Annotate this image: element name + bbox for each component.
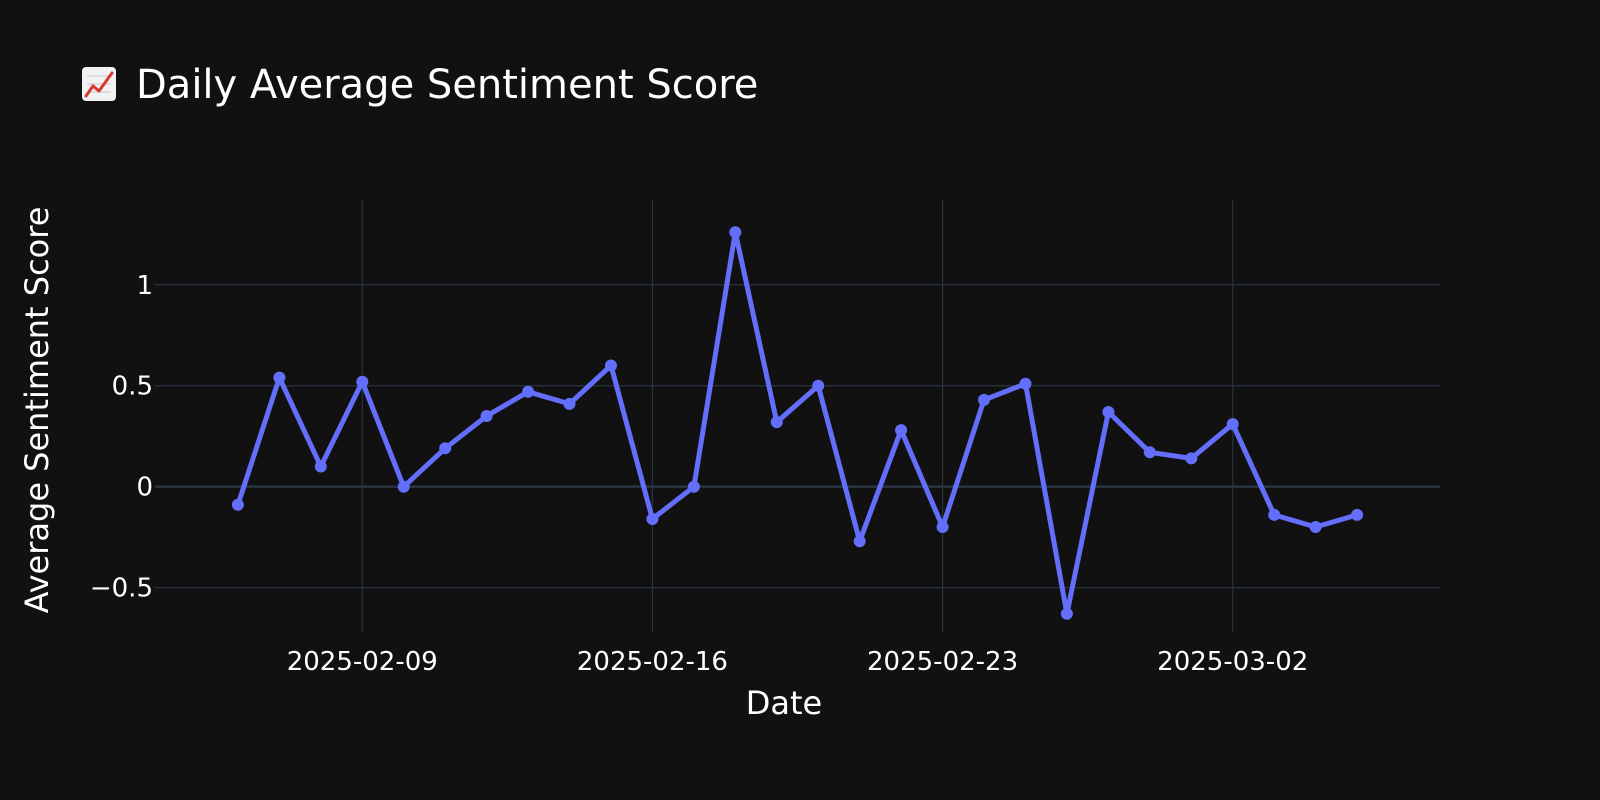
data-point [605, 359, 617, 372]
chart-title-group: Daily Average Sentiment Score [82, 62, 758, 108]
data-point [273, 371, 286, 384]
data-point [1060, 607, 1073, 620]
data-point [231, 498, 244, 511]
data-point [895, 424, 908, 437]
x-tick-label: 2025-03-02 [1157, 647, 1308, 677]
y-tick-label: −0.5 [90, 574, 153, 604]
series-line [235, 229, 1360, 617]
data-point [1143, 446, 1156, 459]
data-point [770, 416, 783, 429]
data-point [853, 535, 866, 548]
data-point [356, 375, 369, 388]
data-point [1309, 521, 1322, 533]
data-point [1226, 418, 1239, 431]
grid [155, 200, 1440, 632]
x-axis-title: Date [746, 684, 822, 722]
data-point [1351, 508, 1364, 521]
data-point [563, 397, 576, 410]
chart-title: Daily Average Sentiment Score [136, 62, 758, 108]
y-tick-label: 1 [136, 271, 153, 301]
data-point [812, 379, 825, 392]
y-axis-title: Average Sentiment Score [18, 207, 56, 614]
data-point [729, 226, 742, 239]
data-point [1185, 452, 1198, 465]
data-point [1019, 377, 1032, 390]
data-point [978, 393, 990, 406]
series-layer [231, 226, 1364, 620]
data-point [522, 385, 535, 398]
x-tick-label: 2025-02-23 [867, 647, 1018, 677]
axis-tick-labels: 2025-02-09 2025-02-16 2025-02-23 2025-03-02… [90, 271, 1308, 677]
chart-increasing-icon [82, 67, 116, 101]
data-point [397, 480, 410, 493]
x-tick-label: 2025-02-16 [577, 647, 728, 677]
data-point [439, 442, 452, 455]
data-point [936, 521, 949, 533]
data-point [1102, 406, 1115, 418]
data-point [480, 410, 493, 422]
y-tick-label: 0.5 [112, 372, 153, 402]
data-point [314, 460, 327, 473]
data-point [1268, 508, 1281, 521]
data-point [687, 480, 700, 493]
data-point [646, 513, 659, 525]
y-tick-label: 0 [136, 473, 153, 503]
x-tick-label: 2025-02-09 [287, 647, 438, 677]
